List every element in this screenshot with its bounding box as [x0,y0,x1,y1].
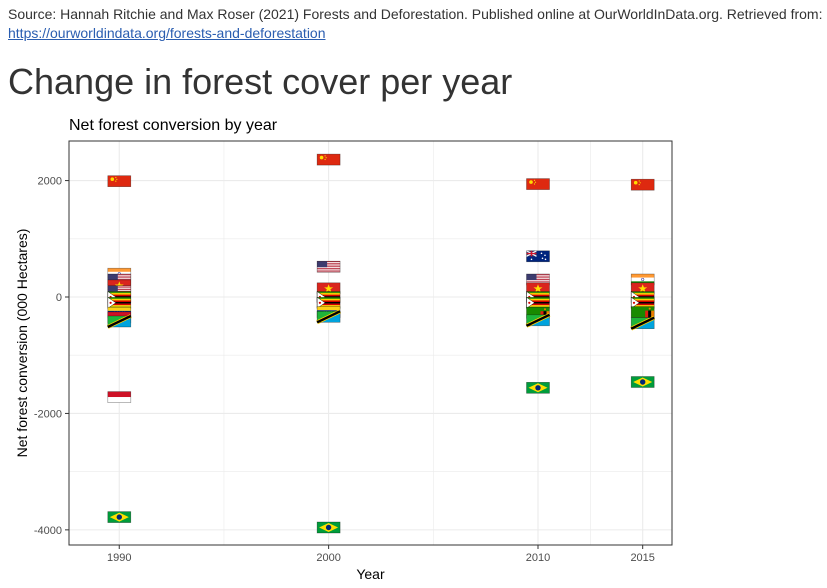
flag-marker-australia [526,250,550,263]
chart-title: Net forest conversion by year [69,117,278,134]
flag-marker-zimbabwe [107,296,132,309]
y-axis-title: Net forest conversion (000 Hectares) [14,229,30,458]
y-tick-label: 0 [56,292,62,304]
source-text: Source: Hannah Ritchie and Max Roser (20… [8,6,823,22]
flag-marker-brazil [630,376,655,388]
x-axis: 1990 2000 2010 2015 [107,545,655,564]
plot-panel [68,140,673,546]
flag-marker-brazil [316,521,341,534]
flag-marker-china [630,178,655,191]
source-link[interactable]: https://ourworldindata.org/forests-and-d… [8,25,326,41]
y-tick-label: 2000 [38,176,62,188]
x-tick-label: 2015 [630,552,654,564]
flag-marker-brazil [526,381,550,394]
source-note: Source: Hannah Ritchie and Max Roser (20… [8,5,823,43]
flag-marker-zimbabwe [526,296,550,309]
flag-marker-usa [316,260,341,273]
page-title: Change in forest cover per year [8,61,513,102]
flag-marker-china [107,175,132,187]
grid-lines [69,141,672,545]
forest-conversion-chart: Net forest conversion by year 2000 0 -2000… [14,117,673,582]
flag-markers [106,153,656,534]
y-axis: 2000 0 -2000 -4000 [34,176,69,537]
y-tick-label: -2000 [34,408,62,420]
flag-marker-tanzania [106,314,132,329]
flag-marker-china [316,153,341,166]
flag-marker-tanzania [316,309,341,325]
flag-marker-indonesia [107,391,132,403]
x-tick-label: 1990 [107,552,131,564]
x-axis-title: Year [356,566,385,582]
flag-marker-zambia [630,306,655,318]
flag-marker-tanzania [525,312,551,328]
y-tick-label: -4000 [34,525,62,537]
x-tick-label: 2000 [316,552,340,564]
flag-marker-tanzania [630,315,656,331]
flag-marker-china [526,178,550,190]
flag-marker-brazil [107,511,132,523]
x-tick-label: 2010 [526,552,550,564]
